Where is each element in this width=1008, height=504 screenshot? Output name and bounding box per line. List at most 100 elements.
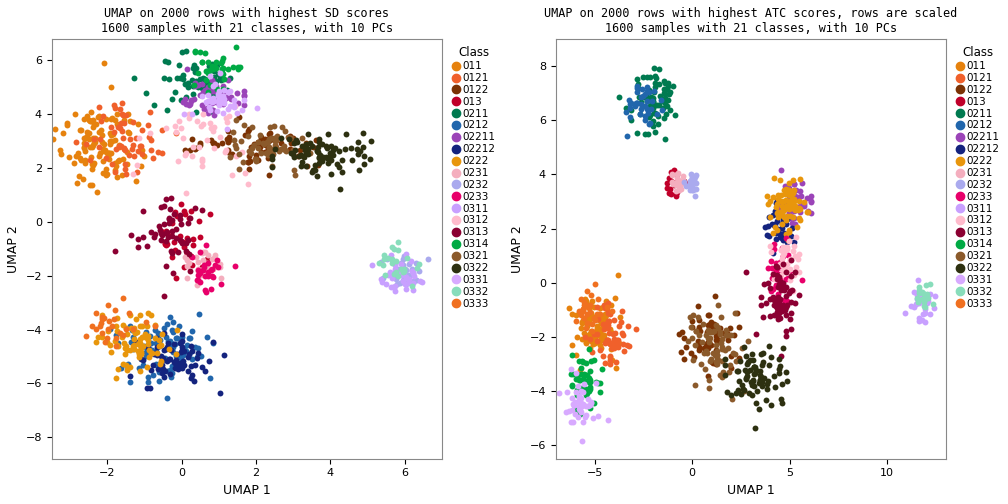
Point — [398, 280, 414, 288]
Point — [108, 145, 124, 153]
Point — [379, 271, 395, 279]
Point — [696, 320, 712, 328]
Point — [589, 379, 605, 387]
Point — [712, 371, 728, 380]
Point — [169, 326, 185, 334]
Point — [585, 340, 601, 348]
Point — [408, 276, 424, 284]
Point — [204, 77, 220, 85]
Point — [394, 261, 410, 269]
Point — [637, 131, 653, 139]
Point — [166, 210, 182, 218]
Point — [785, 204, 801, 212]
Point — [579, 402, 595, 410]
Point — [583, 357, 599, 365]
Point — [690, 337, 707, 345]
Point — [104, 130, 120, 138]
Point — [405, 279, 421, 287]
Point — [276, 146, 292, 154]
Point — [703, 320, 719, 328]
Point — [683, 179, 700, 187]
Point — [148, 334, 164, 342]
Point — [694, 360, 710, 368]
Point — [728, 357, 744, 365]
Point — [109, 341, 125, 349]
Point — [122, 135, 138, 143]
Point — [163, 346, 179, 354]
Point — [668, 190, 684, 198]
Point — [390, 265, 406, 273]
Point — [581, 304, 597, 312]
Point — [785, 287, 801, 295]
Point — [777, 302, 793, 310]
Point — [212, 134, 228, 142]
Point — [161, 313, 177, 322]
Point — [292, 162, 308, 170]
Point — [197, 366, 213, 374]
Point — [221, 136, 237, 144]
Point — [204, 255, 220, 263]
Point — [103, 149, 119, 157]
Point — [774, 209, 790, 217]
Point — [135, 342, 151, 350]
Point — [257, 135, 273, 143]
Point — [646, 109, 662, 117]
Point — [651, 80, 667, 88]
Point — [568, 375, 584, 384]
Point — [615, 331, 631, 339]
Point — [285, 166, 301, 174]
Point — [573, 399, 589, 407]
Point — [115, 155, 131, 163]
Point — [119, 346, 135, 354]
Point — [141, 346, 157, 354]
Point — [180, 101, 197, 109]
Point — [579, 300, 595, 308]
Point — [177, 189, 194, 197]
Point — [616, 347, 632, 355]
Point — [217, 94, 233, 102]
Point — [599, 336, 615, 344]
Point — [776, 186, 792, 195]
Point — [666, 166, 682, 174]
Point — [180, 236, 197, 244]
Point — [566, 398, 583, 406]
Point — [134, 126, 150, 134]
Point — [102, 129, 118, 137]
Point — [784, 187, 800, 196]
Point — [97, 146, 113, 154]
Point — [267, 145, 283, 153]
Point — [770, 225, 786, 233]
Point — [216, 99, 232, 107]
Point — [639, 104, 655, 112]
Point — [586, 314, 602, 322]
Point — [264, 152, 280, 160]
Point — [306, 166, 323, 174]
Point — [158, 262, 174, 270]
Point — [773, 246, 789, 254]
Point — [236, 101, 252, 109]
Point — [193, 121, 209, 130]
Point — [709, 351, 725, 359]
Point — [606, 316, 622, 324]
Point — [261, 130, 277, 138]
Point — [397, 280, 413, 288]
Point — [737, 366, 753, 374]
Point — [776, 235, 792, 243]
Point — [578, 376, 594, 385]
Point — [313, 157, 330, 165]
Point — [72, 125, 88, 134]
Point — [117, 160, 133, 168]
Point — [329, 160, 345, 168]
Point — [197, 86, 213, 94]
Point — [388, 275, 404, 283]
Point — [779, 214, 795, 222]
Point — [173, 338, 190, 346]
Point — [787, 268, 803, 276]
Point — [719, 331, 735, 339]
Point — [321, 130, 337, 138]
Point — [768, 302, 784, 310]
Point — [102, 341, 118, 349]
Point — [589, 302, 605, 310]
Point — [132, 335, 148, 343]
Point — [649, 101, 665, 109]
